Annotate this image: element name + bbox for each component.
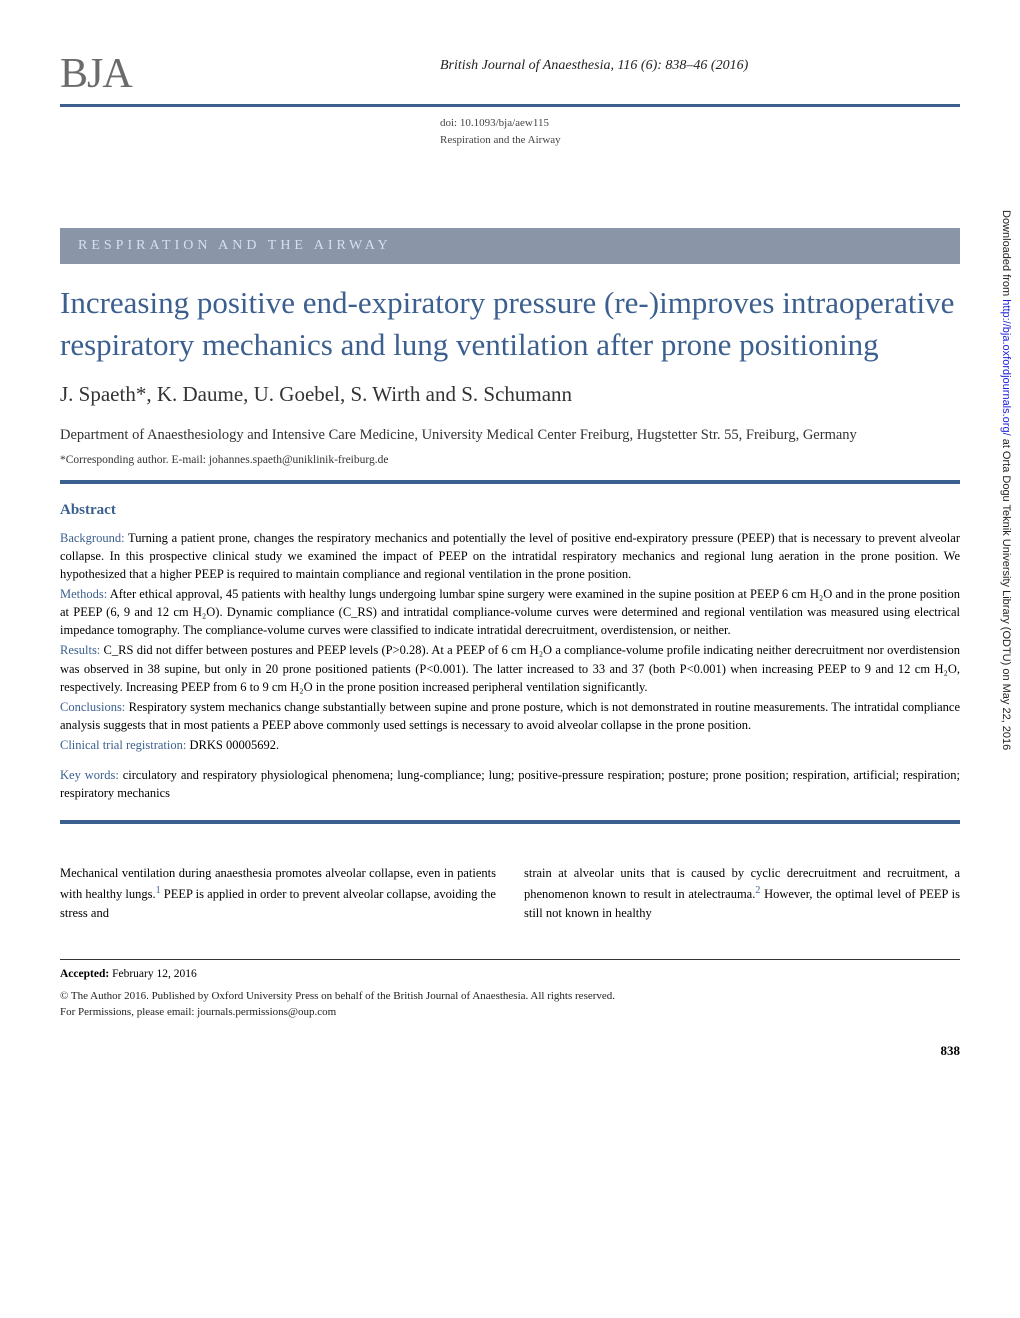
divider-blue-top (60, 480, 960, 484)
background-label: Background: (60, 531, 125, 545)
side-prefix: Downloaded from (1000, 210, 1012, 299)
corresponding-author: *Corresponding author. E-mail: johannes.… (60, 454, 960, 466)
trial-label: Clinical trial registration: (60, 738, 186, 752)
footer-rule (60, 959, 960, 960)
article-title: Increasing positive end-expiratory press… (60, 282, 960, 366)
abstract-trial: Clinical trial registration: DRKS 000056… (60, 736, 960, 754)
header-meta: British Journal of Anaesthesia, 116 (6):… (440, 50, 960, 82)
abstract-background: Background: Turning a patient prone, cha… (60, 529, 960, 583)
divider-blue-bottom (60, 820, 960, 824)
background-text: Turning a patient prone, changes the res… (60, 531, 960, 581)
section-banner: RESPIRATION AND THE AIRWAY (60, 228, 960, 264)
trial-text: DRKS 00005692. (186, 738, 279, 752)
doi-category: Respiration and the Airway (440, 132, 960, 149)
results-label: Results: (60, 643, 100, 657)
copyright-line-2: For Permissions, please email: journals.… (60, 1004, 960, 1021)
body-column-left: Mechanical ventilation during anaesthesi… (60, 864, 496, 922)
keywords-label: Key words: (60, 768, 119, 782)
accepted-label: Accepted: (60, 968, 109, 980)
journal-logo: BJA (60, 50, 180, 98)
side-suffix: at Orta Dogu Teknik University Library (… (1000, 436, 1012, 751)
methods-text: After ethical approval, 45 patients with… (60, 587, 960, 637)
conclusions-label: Conclusions: (60, 700, 125, 714)
keywords: Key words: circulatory and respiratory p… (60, 766, 960, 802)
side-link[interactable]: http://bja.oxfordjournals.org/ (1000, 299, 1012, 435)
journal-reference: British Journal of Anaesthesia, 116 (6):… (440, 58, 960, 74)
keywords-text: circulatory and respiratory physiologica… (60, 768, 960, 800)
body-column-right: strain at alveolar units that is caused … (524, 864, 960, 922)
methods-label: Methods: (60, 587, 107, 601)
copyright-line-1: © The Author 2016. Published by Oxford U… (60, 988, 960, 1005)
affiliation: Department of Anaesthesiology and Intens… (60, 425, 960, 446)
page-header: BJA British Journal of Anaesthesia, 116 … (60, 50, 960, 98)
body-columns: Mechanical ventilation during anaesthesi… (60, 864, 960, 922)
authors: J. Spaeth*, K. Daume, U. Goebel, S. Wirt… (60, 382, 960, 407)
doi: doi: 10.1093/bja/aew115 (440, 115, 960, 132)
conclusions-text: Respiratory system mechanics change subs… (60, 700, 960, 732)
accepted-line: Accepted: February 12, 2016 (60, 968, 960, 980)
abstract-conclusions: Conclusions: Respiratory system mechanic… (60, 698, 960, 734)
page-number: 838 (60, 1043, 960, 1059)
accepted-date: February 12, 2016 (109, 968, 197, 980)
copyright: © The Author 2016. Published by Oxford U… (60, 988, 960, 1021)
results-text: C_RS did not differ between postures and… (60, 643, 960, 693)
abstract-methods: Methods: After ethical approval, 45 pati… (60, 585, 960, 639)
header-rule (60, 104, 960, 107)
abstract-results: Results: C_RS did not differ between pos… (60, 641, 960, 695)
doi-block: doi: 10.1093/bja/aew115 Respiration and … (440, 115, 960, 148)
download-attribution: Downloaded from http://bja.oxfordjournal… (1000, 210, 1012, 750)
abstract-heading: Abstract (60, 502, 960, 519)
